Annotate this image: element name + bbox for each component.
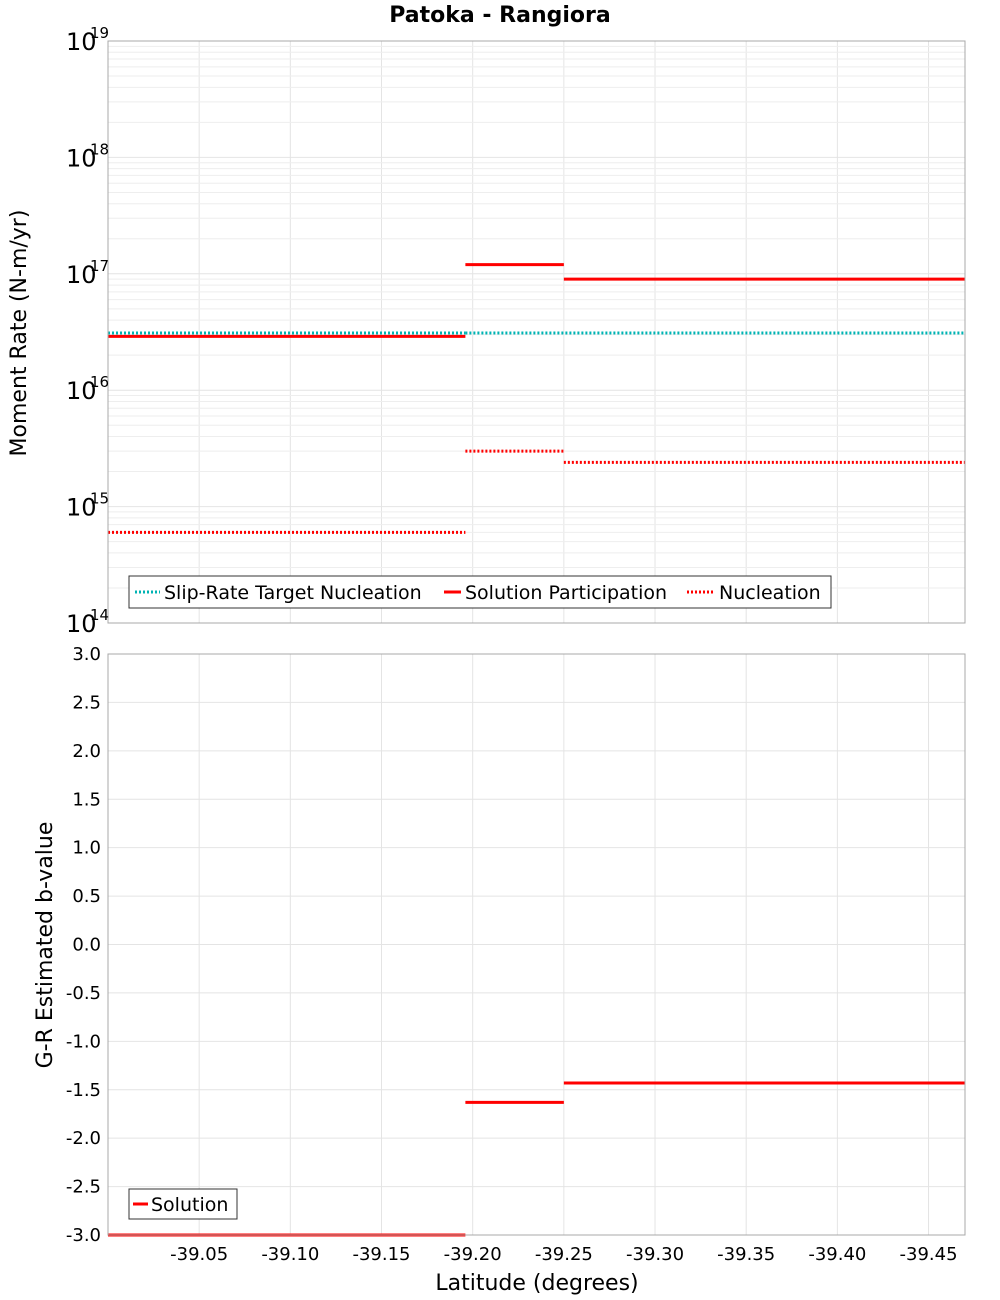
legend-label-solution: Solution bbox=[151, 1194, 228, 1216]
y-tick-exponent: 14 bbox=[90, 606, 109, 624]
y-tick-base: 10 bbox=[66, 261, 97, 289]
x-tick-label: -39.15 bbox=[352, 1244, 410, 1265]
x-tick-label: -39.20 bbox=[444, 1244, 502, 1265]
y-tick-exponent: 16 bbox=[90, 373, 109, 391]
latitude-x-ticks: -39.05 -39.10 -39.15 -39.20 -39.25 -39.30 -39.… bbox=[170, 1244, 957, 1265]
legend-label-slip-rate-target: Slip-Rate Target Nucleation bbox=[164, 582, 422, 604]
y-tick-label: 2.5 bbox=[72, 692, 101, 713]
y-tick-label: -3.0 bbox=[66, 1225, 101, 1246]
x-tick-label: -39.35 bbox=[717, 1244, 775, 1265]
y-tick-label: 0.0 bbox=[72, 935, 101, 956]
moment-rate-series bbox=[108, 263, 965, 534]
y-tick-label: -1.5 bbox=[66, 1080, 101, 1101]
moment-rate-legend: Slip-Rate Target Nucleation Solution Par… bbox=[128, 575, 832, 609]
y-tick-base: 10 bbox=[66, 610, 97, 638]
x-tick-label: -39.30 bbox=[626, 1244, 684, 1265]
y-tick-exponent: 17 bbox=[90, 257, 109, 275]
b-value-legend: Solution bbox=[128, 1188, 238, 1220]
x-tick-label: -39.10 bbox=[261, 1244, 319, 1265]
x-tick-label: -39.45 bbox=[900, 1244, 958, 1265]
y-tick-base: 10 bbox=[66, 377, 97, 405]
y-tick-label: -2.0 bbox=[66, 1128, 101, 1149]
y-tick-base: 10 bbox=[66, 28, 97, 56]
x-tick-label: -39.05 bbox=[170, 1244, 228, 1265]
b-value-grid bbox=[108, 653, 965, 1236]
y-tick-exponent: 19 bbox=[90, 24, 109, 42]
y-tick-label: 3.0 bbox=[72, 644, 101, 665]
x-tick-label: -39.40 bbox=[808, 1244, 866, 1265]
moment-rate-grid bbox=[108, 41, 965, 624]
legend-label-nucleation: Nucleation bbox=[719, 582, 821, 604]
y-tick-label: -2.5 bbox=[66, 1177, 101, 1198]
chart-title: Patoka - Rangiora bbox=[389, 3, 610, 28]
y-tick-label: 1.0 bbox=[72, 838, 101, 859]
y-tick-base: 10 bbox=[66, 144, 97, 172]
moment-rate-y-axis-label: Moment Rate (N-m/yr) bbox=[7, 210, 32, 457]
y-tick-label: 2.0 bbox=[72, 741, 101, 762]
x-tick-label: -39.25 bbox=[535, 1244, 593, 1265]
y-tick-base: 10 bbox=[66, 494, 97, 522]
y-tick-exponent: 18 bbox=[90, 140, 109, 158]
b-value-y-ticks: 3.0 2.5 2.0 1.5 1.0 0.5 0.0 -0.5 -1.0 -1.5 -2.0 -2.… bbox=[66, 644, 101, 1246]
y-tick-label: 0.5 bbox=[72, 886, 101, 907]
y-tick-label: -1.0 bbox=[66, 1031, 101, 1052]
y-tick-label: 1.5 bbox=[72, 789, 101, 810]
b-value-plot-frame bbox=[107, 653, 966, 1236]
moment-rate-plot-frame bbox=[107, 40, 966, 624]
b-value-y-axis-label: G-R Estimated b-value bbox=[33, 822, 58, 1069]
y-tick-label: -0.5 bbox=[66, 983, 101, 1004]
legend-label-solution-participation: Solution Participation bbox=[465, 582, 667, 604]
y-tick-exponent: 15 bbox=[90, 490, 109, 508]
x-axis-label: Latitude (degrees) bbox=[435, 1271, 638, 1296]
